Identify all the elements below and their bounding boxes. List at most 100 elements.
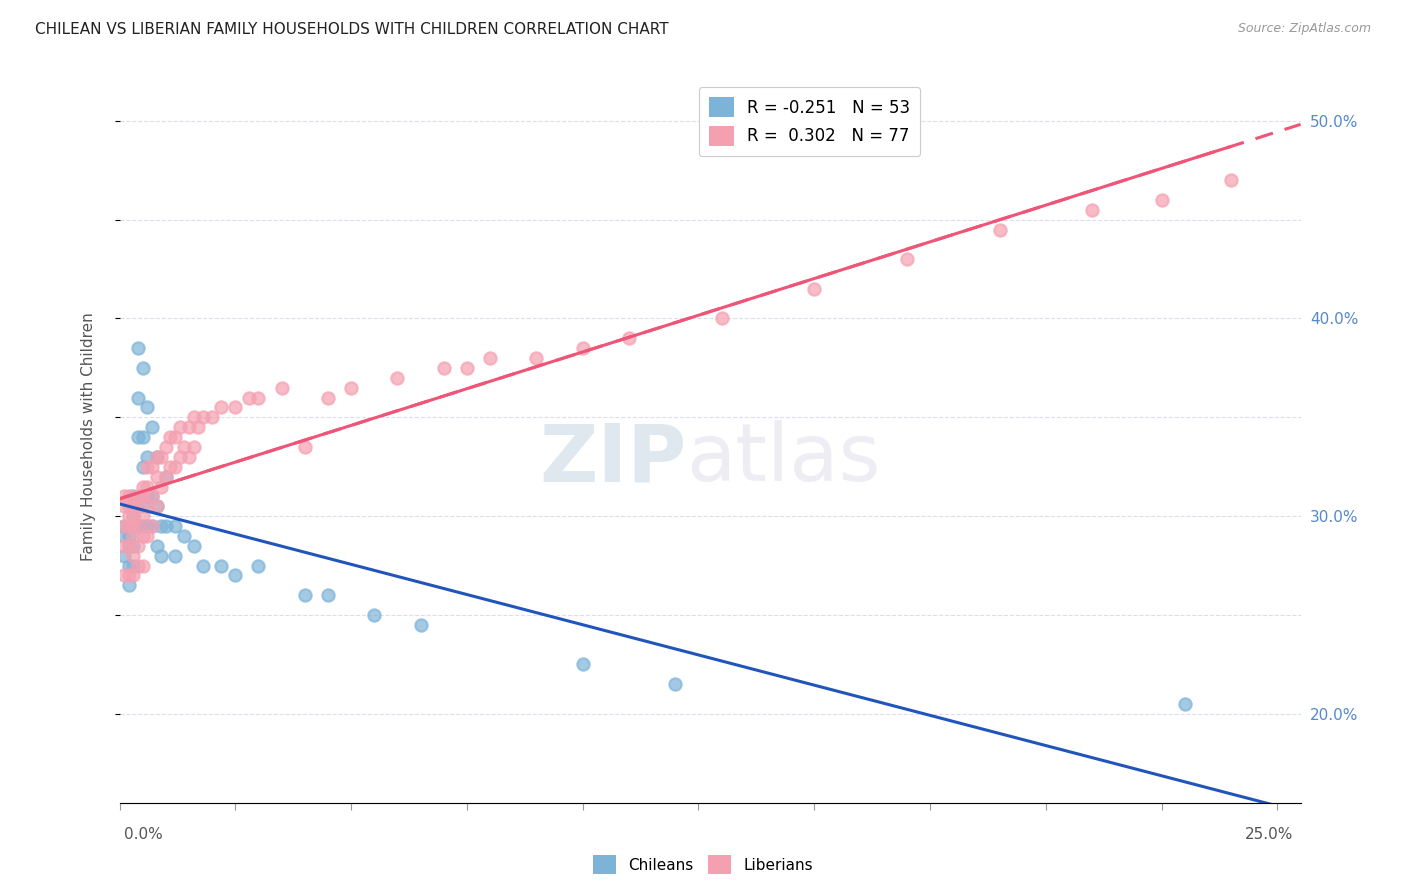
Point (169, 420, 191, 434)
Point (177, 420, 200, 434)
Point (803, 282, 825, 296)
Point (127, 500, 149, 514)
Point (122, 529, 145, 543)
Point (141, 489, 163, 503)
Point (409, 618, 432, 632)
Text: Source: ZipAtlas.com: Source: ZipAtlas.com (1237, 22, 1371, 36)
Point (127, 489, 149, 503)
Point (118, 519, 141, 533)
Point (112, 519, 135, 533)
Point (145, 539, 167, 553)
Point (664, 677, 686, 691)
Point (122, 558, 145, 573)
Point (118, 568, 141, 582)
Point (122, 549, 145, 563)
Point (118, 529, 141, 543)
Point (141, 519, 163, 533)
Point (131, 360, 153, 375)
Point (127, 519, 149, 533)
Point (571, 657, 593, 672)
Point (201, 410, 224, 425)
Point (118, 489, 141, 503)
Point (131, 459, 153, 474)
Text: atlas: atlas (686, 420, 880, 498)
Point (294, 440, 316, 454)
Point (131, 479, 153, 493)
Point (209, 558, 232, 573)
Point (191, 410, 214, 425)
Point (131, 529, 153, 543)
Point (270, 381, 292, 395)
Point (122, 500, 145, 514)
Point (433, 360, 456, 375)
Point (155, 440, 177, 454)
Point (224, 568, 246, 582)
Point (1174, 697, 1197, 711)
Point (122, 539, 145, 553)
Text: CHILEAN VS LIBERIAN FAMILY HOUSEHOLDS WITH CHILDREN CORRELATION CHART: CHILEAN VS LIBERIAN FAMILY HOUSEHOLDS WI… (35, 22, 669, 37)
Point (145, 450, 167, 464)
Point (316, 588, 339, 602)
Point (131, 500, 153, 514)
Point (118, 578, 141, 592)
Point (131, 489, 153, 503)
Point (122, 509, 145, 524)
Point (479, 351, 502, 365)
Point (112, 568, 135, 582)
Point (896, 252, 918, 267)
Point (118, 519, 141, 533)
Point (1081, 202, 1104, 217)
Point (165, 459, 187, 474)
Point (122, 568, 145, 582)
Point (316, 391, 339, 405)
Point (122, 509, 145, 524)
Point (141, 459, 163, 474)
Point (165, 519, 187, 533)
Point (127, 539, 149, 553)
Point (165, 549, 187, 563)
Legend: Chileans, Liberians: Chileans, Liberians (586, 849, 820, 880)
Point (118, 539, 141, 553)
Point (340, 381, 363, 395)
Point (136, 489, 159, 503)
Point (145, 500, 167, 514)
Point (145, 450, 167, 464)
Point (524, 351, 547, 365)
Point (150, 549, 173, 563)
Point (169, 450, 191, 464)
Point (131, 430, 153, 444)
Point (136, 500, 159, 514)
Point (191, 558, 214, 573)
Point (150, 519, 173, 533)
Point (988, 222, 1011, 236)
Point (571, 341, 593, 355)
Point (118, 509, 141, 524)
Point (173, 529, 195, 543)
Point (112, 549, 135, 563)
Point (1220, 173, 1243, 187)
Point (122, 519, 145, 533)
Point (112, 519, 135, 533)
Point (127, 430, 149, 444)
Point (155, 469, 177, 483)
Point (224, 401, 246, 415)
Point (155, 519, 177, 533)
Point (127, 391, 149, 405)
Point (141, 420, 163, 434)
Point (136, 401, 159, 415)
Point (247, 391, 270, 405)
Point (177, 450, 200, 464)
Point (294, 588, 316, 602)
Point (150, 450, 173, 464)
Y-axis label: Family Households with Children: Family Households with Children (82, 313, 96, 561)
Point (187, 420, 209, 434)
Point (145, 500, 167, 514)
Point (155, 469, 177, 483)
Text: ZIP: ZIP (538, 420, 686, 498)
Point (136, 450, 159, 464)
Point (617, 331, 640, 345)
Point (209, 401, 232, 415)
Point (183, 410, 205, 425)
Point (118, 500, 141, 514)
Point (165, 430, 187, 444)
